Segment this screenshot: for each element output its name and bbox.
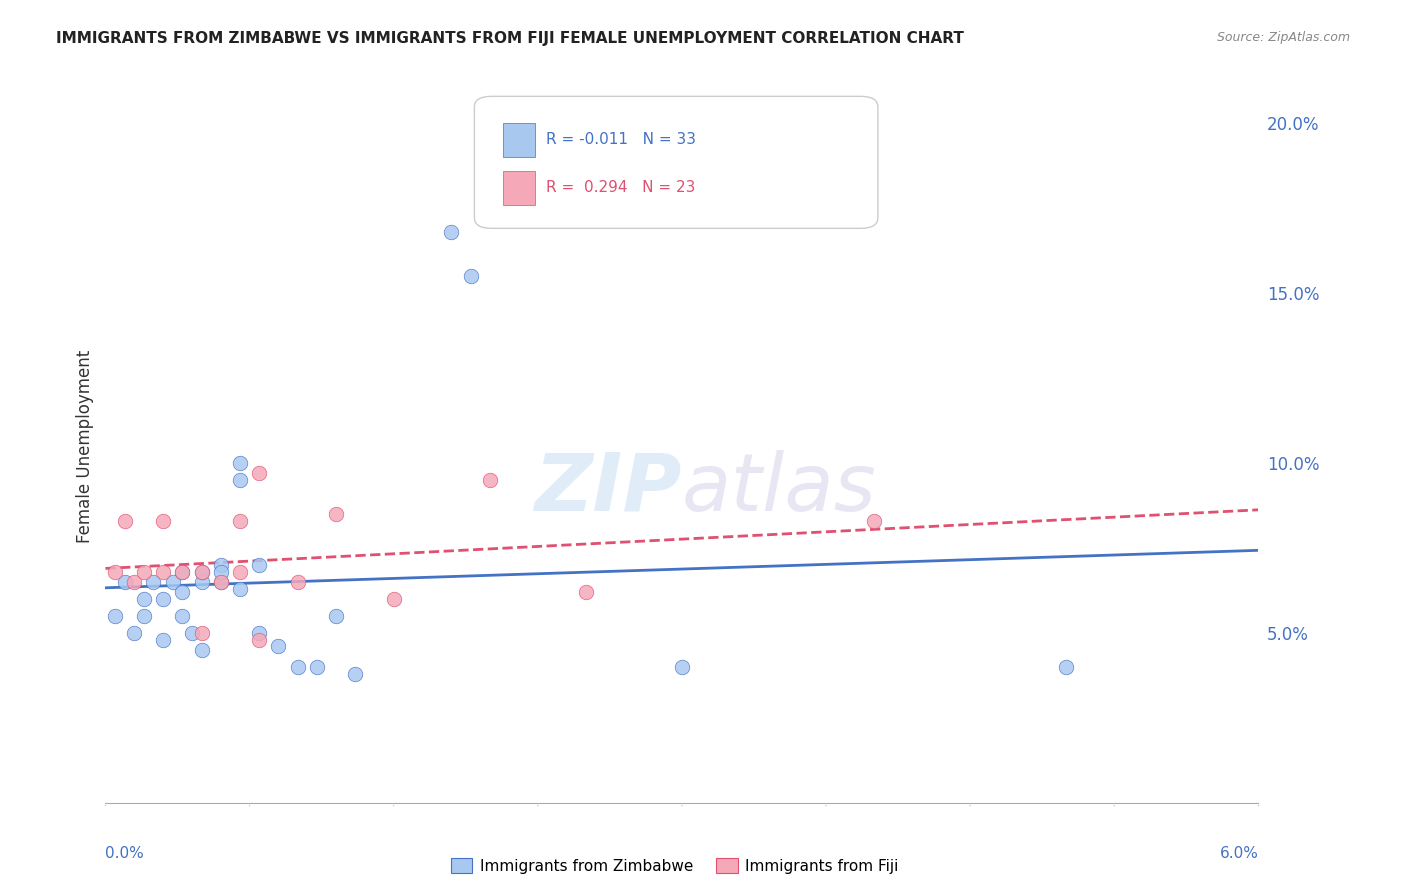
Point <box>325 507 347 521</box>
Point <box>229 473 252 487</box>
Point <box>1054 660 1077 674</box>
Point <box>190 643 212 657</box>
Point <box>172 565 194 579</box>
Point <box>152 565 174 579</box>
Point <box>132 591 155 606</box>
Point <box>229 565 252 579</box>
Point <box>104 608 127 623</box>
Point <box>325 608 347 623</box>
Point <box>172 565 194 579</box>
Point <box>305 660 328 674</box>
Point <box>671 660 693 674</box>
Point <box>190 574 212 589</box>
Point <box>132 565 155 579</box>
Point <box>209 574 232 589</box>
Point <box>247 632 270 647</box>
Point <box>152 591 174 606</box>
FancyBboxPatch shape <box>503 170 536 205</box>
Point <box>152 632 174 647</box>
Point <box>181 626 204 640</box>
Text: R =  0.294   N = 23: R = 0.294 N = 23 <box>546 180 695 195</box>
Point <box>478 473 501 487</box>
Point <box>287 660 309 674</box>
Point <box>190 565 212 579</box>
Point <box>247 558 270 572</box>
Point <box>209 574 232 589</box>
Text: ZIP: ZIP <box>534 450 682 528</box>
Point <box>114 574 136 589</box>
Point <box>124 626 146 640</box>
Point <box>247 626 270 640</box>
Point <box>190 626 212 640</box>
Point <box>209 565 232 579</box>
Text: atlas: atlas <box>682 450 877 528</box>
Point <box>209 558 232 572</box>
Point <box>104 565 127 579</box>
Y-axis label: Female Unemployment: Female Unemployment <box>76 350 94 542</box>
Point <box>575 585 598 599</box>
Point <box>132 608 155 623</box>
Point <box>863 514 886 528</box>
Text: 0.0%: 0.0% <box>105 846 145 861</box>
Point <box>267 640 290 654</box>
Point <box>114 514 136 528</box>
Point <box>229 582 252 596</box>
Point <box>172 608 194 623</box>
Legend: Immigrants from Zimbabwe, Immigrants from Fiji: Immigrants from Zimbabwe, Immigrants fro… <box>444 852 905 880</box>
Point <box>190 565 212 579</box>
Point <box>344 666 367 681</box>
Text: Source: ZipAtlas.com: Source: ZipAtlas.com <box>1216 31 1350 45</box>
Point <box>440 225 463 239</box>
Point <box>382 591 405 606</box>
Text: IMMIGRANTS FROM ZIMBABWE VS IMMIGRANTS FROM FIJI FEMALE UNEMPLOYMENT CORRELATION: IMMIGRANTS FROM ZIMBABWE VS IMMIGRANTS F… <box>56 31 965 46</box>
Point <box>172 585 194 599</box>
Point <box>229 514 252 528</box>
Text: R = -0.011   N = 33: R = -0.011 N = 33 <box>546 132 696 147</box>
Point <box>460 269 482 284</box>
Point <box>162 574 184 589</box>
Point <box>152 514 174 528</box>
Point <box>142 574 165 589</box>
Point <box>124 574 146 589</box>
Point <box>229 456 252 470</box>
FancyBboxPatch shape <box>474 96 877 228</box>
Point <box>287 574 309 589</box>
FancyBboxPatch shape <box>503 123 536 157</box>
Text: 6.0%: 6.0% <box>1219 846 1258 861</box>
Point <box>247 466 270 480</box>
